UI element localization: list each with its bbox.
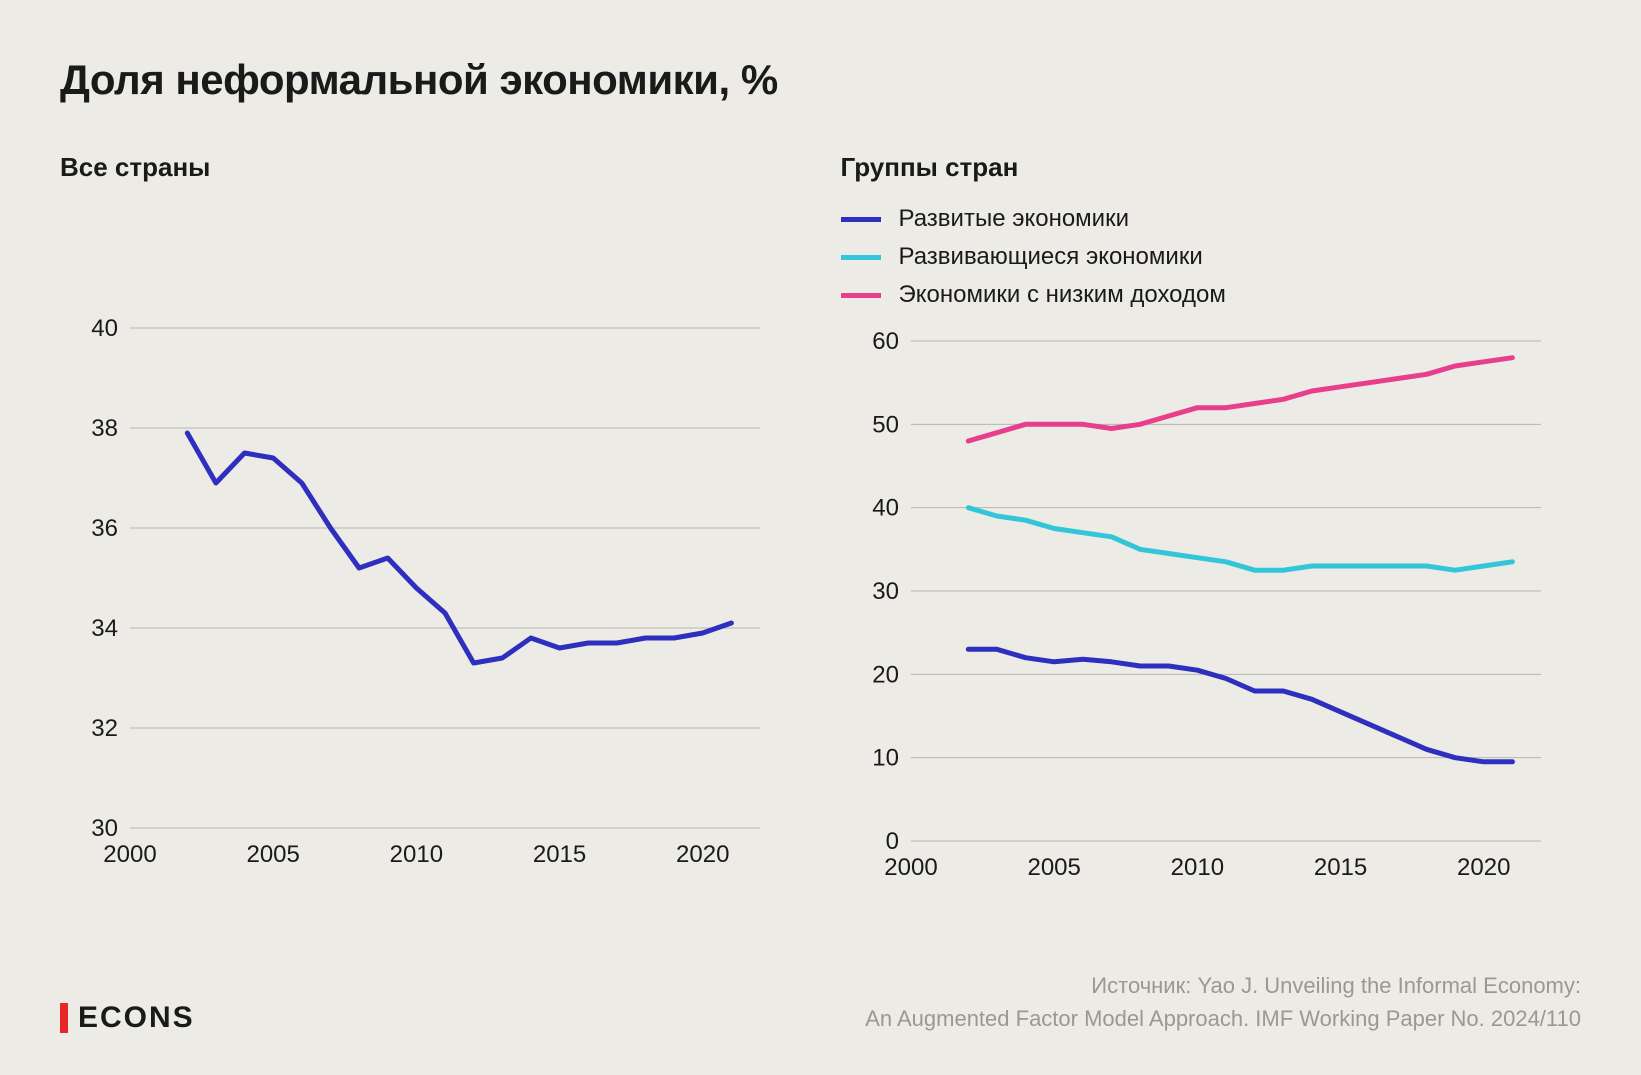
svg-text:10: 10	[872, 745, 899, 772]
svg-text:2010: 2010	[1170, 854, 1223, 881]
chart-title: Доля неформальной экономики, %	[60, 56, 1581, 104]
svg-text:2005: 2005	[246, 841, 299, 868]
legend-item-lowincome: Экономики с низким доходом	[841, 281, 1582, 309]
legend-label: Экономики с низким доходом	[899, 281, 1226, 309]
svg-text:2015: 2015	[533, 841, 586, 868]
chart-left: 30 32 34 36 38 40 2000 2005 2010 2015 2020	[60, 183, 800, 888]
series-lowincome	[968, 358, 1512, 441]
chart-left-wrap: 30 32 34 36 38 40 2000 2005 2010 2015 2020	[60, 183, 801, 888]
svg-text:60: 60	[872, 328, 899, 355]
brand: ECONS	[60, 1001, 195, 1035]
panel-left: Все страны 30 32 34 36 38 40 2000 2005 2010 2015 2…	[60, 152, 801, 901]
source-line-2: An Augmented Factor Model Approach. IMF …	[865, 1002, 1581, 1035]
legend-right: Развитые экономики Развивающиеся экономик…	[841, 205, 1582, 309]
legend-swatch-icon	[841, 293, 881, 298]
svg-text:40: 40	[872, 495, 899, 522]
brand-text: ECONS	[78, 1001, 195, 1035]
svg-text:40: 40	[91, 315, 118, 342]
brand-mark-icon	[60, 1003, 68, 1033]
legend-swatch-icon	[841, 255, 881, 260]
svg-text:30: 30	[872, 578, 899, 605]
panel-right: Группы стран Развитые экономики Развивающ…	[841, 152, 1582, 901]
svg-text:2020: 2020	[676, 841, 729, 868]
legend-label: Развивающиеся экономики	[899, 243, 1203, 271]
svg-text:2000: 2000	[884, 854, 937, 881]
svg-text:0: 0	[885, 828, 898, 855]
svg-text:38: 38	[91, 415, 118, 442]
panel-left-title: Все страны	[60, 152, 801, 183]
svg-text:36: 36	[91, 515, 118, 542]
legend-item-developing: Развивающиеся экономики	[841, 243, 1582, 271]
svg-text:34: 34	[91, 615, 118, 642]
chart-right-wrap: 0 10 20 30 40 50 60 2000 2005 2010 2015 2020	[841, 319, 1582, 901]
svg-text:2000: 2000	[103, 841, 156, 868]
source-text: Источник: Yao J. Unveiling the Informal …	[865, 969, 1581, 1035]
chart-right: 0 10 20 30 40 50 60 2000 2005 2010 2015 2020	[841, 319, 1581, 901]
legend-label: Развитые экономики	[899, 205, 1129, 233]
legend-swatch-icon	[841, 217, 881, 222]
panel-right-title: Группы стран	[841, 152, 1582, 183]
series-developing	[968, 508, 1512, 571]
footer: ECONS Источник: Yao J. Unveiling the Inf…	[60, 969, 1581, 1035]
svg-text:30: 30	[91, 815, 118, 842]
svg-text:32: 32	[91, 715, 118, 742]
series-advanced	[968, 649, 1512, 762]
svg-text:50: 50	[872, 411, 899, 438]
source-line-1: Источник: Yao J. Unveiling the Informal …	[865, 969, 1581, 1002]
svg-text:2010: 2010	[390, 841, 443, 868]
legend-item-advanced: Развитые экономики	[841, 205, 1582, 233]
svg-text:2015: 2015	[1313, 854, 1366, 881]
svg-text:2020: 2020	[1457, 854, 1510, 881]
svg-text:20: 20	[872, 661, 899, 688]
panels-container: Все страны 30323436384020002005201020152…	[60, 152, 1581, 901]
svg-text:2005: 2005	[1027, 854, 1080, 881]
